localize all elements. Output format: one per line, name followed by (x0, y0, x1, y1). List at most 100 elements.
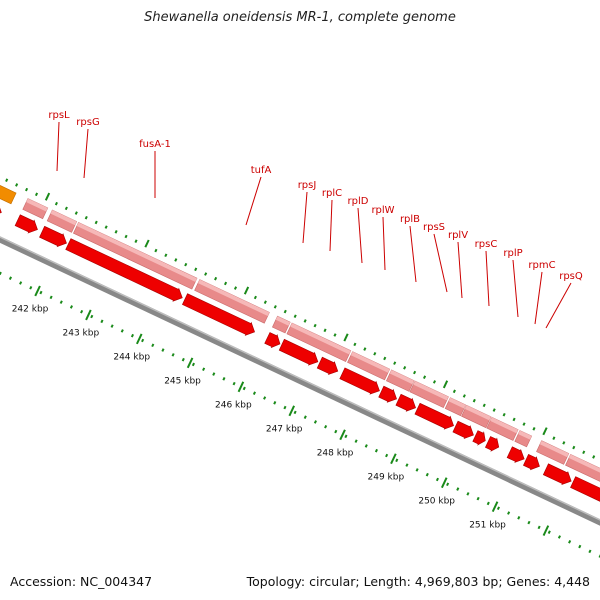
cds-arrow (485, 436, 500, 452)
map-title: Shewanella oneidensis MR-1, complete gen… (144, 10, 456, 25)
gene-highlight (490, 417, 519, 434)
gene-label-rplB: rplB (400, 214, 420, 225)
outer-tick (532, 427, 536, 431)
gene-feature (386, 369, 415, 392)
other-feature (0, 185, 17, 205)
cds-arrow (14, 214, 38, 234)
outer-tick (353, 342, 357, 347)
scale-major-tick (542, 525, 550, 537)
cds-track (0, 207, 600, 502)
gene-highlight (539, 440, 569, 458)
outer-tick (184, 262, 188, 267)
outer-tick (393, 361, 397, 365)
scale-tick (405, 463, 409, 467)
scale-tick (39, 290, 43, 295)
gene-label-rplP: rplP (503, 248, 522, 259)
cds-arrow (472, 430, 486, 446)
gene-highlight (26, 198, 48, 212)
outer-tick (403, 366, 407, 370)
outer-tick (492, 408, 496, 412)
scale-tick (29, 285, 33, 290)
outer-tick (25, 187, 29, 192)
outer-tick (313, 323, 317, 328)
cds-arrow (65, 238, 183, 302)
outer-tick (263, 300, 267, 304)
cds-arrow (316, 356, 339, 376)
gene-highlight (50, 210, 77, 226)
scale-label: 245 kbp (164, 377, 201, 387)
outer-tick (273, 305, 277, 309)
scale-tick (496, 506, 500, 511)
scale-tick (344, 434, 348, 439)
outer-tick (442, 380, 449, 389)
gene-label-rpsJ: rpsJ (298, 180, 317, 191)
scale-label: 243 kbp (63, 329, 100, 339)
scale-label: 248 kbp (317, 448, 354, 458)
outer-tick (512, 417, 516, 422)
outer-tick (84, 215, 88, 220)
outer-tick (552, 436, 556, 440)
gene-label-rpmC: rpmC (528, 260, 555, 271)
outer-tick (432, 380, 437, 384)
gene-leader-line (329, 199, 333, 252)
outer-tick (562, 441, 566, 445)
scale-tick (425, 472, 429, 477)
gene-feature (565, 454, 600, 482)
gene-leader-line (409, 225, 417, 283)
outer-ticks (5, 178, 596, 459)
scale-tick (19, 281, 23, 285)
scale-tick (517, 516, 521, 520)
outer-tick (333, 333, 337, 337)
outer-tick (224, 281, 228, 286)
outer-tick (373, 351, 377, 356)
outer-tick (472, 398, 476, 403)
gene-label-rplD: rplD (348, 196, 369, 207)
gene-leader-line (545, 282, 572, 329)
outer-tick (34, 192, 39, 197)
cds-arrow (395, 393, 416, 412)
gene-leader-line (382, 216, 386, 271)
scale-tick (273, 401, 277, 405)
scale-tick (385, 453, 389, 458)
outer-tick (194, 267, 198, 272)
backbone-line (0, 236, 600, 526)
gene-leader-line (485, 250, 490, 307)
cds-arrow (339, 367, 380, 395)
outer-tick (243, 286, 250, 295)
scale-tick (222, 377, 226, 381)
cds-arrow (414, 402, 454, 430)
scale-tick (507, 511, 511, 515)
scale-tick (181, 357, 185, 362)
scale-tick (364, 444, 368, 448)
gene-highlight (518, 430, 532, 440)
outer-tick (124, 234, 128, 239)
scale-major-tick (237, 381, 245, 393)
scale-label: 244 kbp (113, 353, 150, 363)
outer-tick (233, 286, 238, 290)
scale-tick (151, 343, 155, 348)
scale-tick (476, 496, 480, 501)
scale-tick (547, 530, 551, 534)
gene-highlight (275, 316, 291, 326)
gene-feature (461, 404, 492, 429)
scale-major-tick (85, 309, 92, 321)
cds-arrow (182, 293, 255, 336)
scale-tick (120, 329, 124, 333)
outer-tick (134, 239, 138, 243)
gene-feature (194, 279, 270, 324)
gene-label-rpsC: rpsC (475, 239, 498, 250)
gene-label-fusA-1: fusA-1 (139, 139, 171, 150)
scale-major-tick (390, 453, 397, 465)
scale-tick (130, 333, 134, 338)
gene-leader-line (512, 259, 519, 318)
scale-major-tick (288, 405, 295, 417)
scale-tick (49, 295, 53, 300)
scale-tick (59, 300, 63, 304)
scale-tick (293, 410, 297, 415)
scale-tick (324, 424, 328, 429)
scale-label: 250 kbp (418, 496, 455, 506)
outer-tick (5, 178, 9, 182)
scale-tick (69, 305, 73, 309)
outer-tick (164, 253, 168, 258)
scale-major-tick (186, 357, 194, 369)
